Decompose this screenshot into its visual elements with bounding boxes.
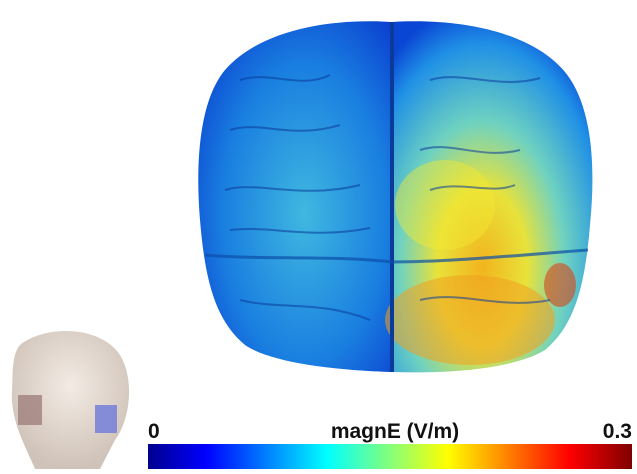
head-inset [12, 331, 129, 469]
figure: 0 magnE (V/m) 0.3 [0, 0, 637, 469]
brain [198, 21, 592, 372]
colorbar [148, 444, 632, 469]
page: 0 magnE (V/m) 0.3 (() => { const data = … [0, 0, 637, 469]
colorbar-title: magnE (V/m) [331, 420, 459, 443]
colorbar-min-label: 0 [148, 420, 160, 443]
colorbar-max-label: 0.3 [603, 420, 632, 443]
